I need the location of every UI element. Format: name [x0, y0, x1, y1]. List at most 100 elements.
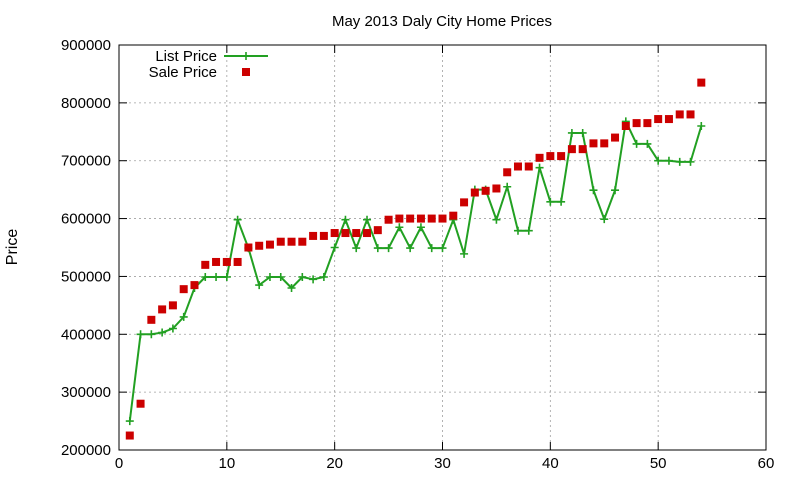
data-point [222, 273, 231, 282]
legend-label-sale-price: Sale Price [149, 64, 217, 81]
data-point [190, 281, 199, 290]
data-point [373, 244, 382, 253]
data-point [233, 257, 242, 266]
data-point [524, 226, 533, 235]
data-point [395, 223, 404, 232]
data-point [319, 231, 328, 240]
data-point [427, 244, 436, 253]
data-point [212, 257, 221, 266]
data-point [222, 257, 231, 266]
x-tick-label: 40 [542, 455, 559, 472]
data-point [201, 260, 210, 269]
data-point [546, 197, 555, 206]
data-point [416, 214, 425, 223]
data-point [255, 241, 264, 250]
data-point [675, 110, 684, 119]
data-point [125, 417, 134, 426]
data-point [697, 78, 706, 87]
x-tick-label: 30 [434, 455, 451, 472]
data-point [406, 244, 415, 253]
data-point [330, 243, 339, 252]
data-point [643, 119, 652, 128]
data-point [287, 284, 296, 292]
data-point [611, 133, 620, 142]
data-point [503, 182, 512, 191]
data-point [233, 215, 242, 224]
series-line [128, 120, 703, 422]
data-point [341, 215, 350, 224]
y-tick-label: 700000 [61, 153, 111, 170]
data-point [589, 139, 598, 148]
data-point [438, 214, 447, 223]
data-point [632, 119, 641, 128]
data-point [643, 139, 652, 148]
x-tick-label: 60 [758, 455, 775, 472]
data-point [513, 162, 522, 171]
data-point [384, 215, 393, 224]
data-point [578, 145, 587, 154]
data-point [406, 214, 415, 223]
series-list-price [125, 117, 706, 426]
y-axis-label: Price [4, 229, 21, 266]
data-point [168, 301, 177, 310]
data-point [686, 157, 695, 166]
data-point [352, 229, 361, 238]
data-point [438, 244, 447, 253]
data-point [535, 153, 544, 162]
data-point [654, 156, 663, 165]
data-point [330, 229, 339, 238]
legend-label-list-price: List Price [155, 48, 217, 65]
data-point [363, 215, 372, 224]
x-tick-label: 20 [326, 455, 343, 472]
data-point [287, 237, 296, 246]
data-point [492, 215, 501, 224]
data-point [675, 157, 684, 166]
data-point [557, 152, 566, 161]
data-point [632, 139, 641, 148]
data-point [664, 115, 673, 124]
data-point [395, 214, 404, 223]
data-point [589, 186, 598, 195]
y-tick-label: 800000 [61, 95, 111, 112]
data-point [697, 122, 706, 130]
data-point [276, 237, 285, 246]
y-tick-label: 500000 [61, 268, 111, 285]
data-point [276, 273, 285, 282]
data-point [460, 198, 469, 207]
data-point [179, 285, 188, 294]
data-point [265, 273, 274, 282]
data-point [125, 431, 134, 440]
data-point [546, 152, 555, 161]
data-point [470, 188, 479, 197]
data-point [341, 229, 350, 238]
legend-swatch-sale-price [242, 68, 250, 76]
data-point [600, 215, 609, 224]
series-sale-price [125, 78, 706, 440]
data-point [298, 273, 307, 282]
data-point [168, 324, 177, 333]
data-point [492, 184, 501, 193]
data-point [416, 223, 425, 232]
legend: List Price Sale Price [149, 48, 268, 81]
data-point [449, 211, 458, 220]
data-point [158, 305, 167, 314]
chart-title: May 2013 Daly City Home Prices [332, 13, 552, 30]
x-tick-label: 10 [218, 455, 235, 472]
data-point [244, 243, 253, 252]
data-point [567, 128, 576, 137]
y-tick-label: 900000 [61, 37, 111, 54]
data-point [179, 312, 188, 321]
data-point [265, 240, 274, 249]
y-tick-label: 600000 [61, 211, 111, 228]
x-tick-label: 50 [650, 455, 667, 472]
data-point [373, 226, 382, 235]
data-point [578, 128, 587, 137]
data-point [460, 249, 469, 258]
data-point [309, 275, 318, 284]
data-point [363, 229, 372, 238]
data-point [535, 163, 544, 172]
data-point [503, 168, 512, 177]
data-point [427, 214, 436, 223]
data-point [147, 330, 156, 339]
data-point [557, 197, 566, 206]
